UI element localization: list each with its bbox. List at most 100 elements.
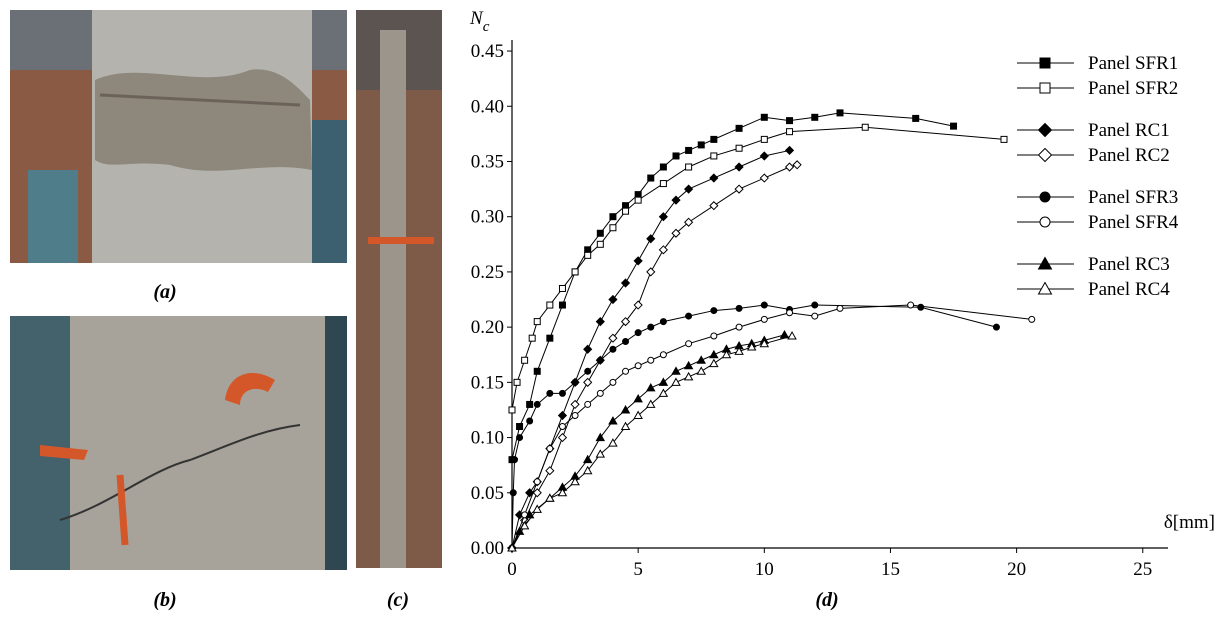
marker: [609, 213, 617, 221]
marker: [570, 476, 580, 486]
legend-label: Panel RC1: [1088, 120, 1170, 141]
marker: [596, 229, 604, 237]
marker: [709, 349, 719, 359]
marker: [646, 234, 656, 244]
marker: [1039, 191, 1051, 203]
marker: [596, 389, 604, 397]
chart: 0.00 0.05 0.10 0.15 0.20 0.25 0.30 0.35 0.40 0.45…: [469, 8, 1215, 580]
marker: [1039, 82, 1051, 94]
caption: (c): [387, 589, 409, 611]
marker: [734, 184, 744, 194]
marker: [508, 406, 516, 414]
marker: [710, 152, 718, 160]
marker: [784, 162, 795, 172]
marker: [697, 141, 705, 149]
photo-b: [10, 316, 347, 570]
legend-label: Panel SFR1: [1088, 53, 1178, 74]
marker: [558, 423, 566, 431]
marker: [735, 144, 743, 152]
marker: [533, 400, 541, 408]
marker: [696, 355, 706, 364]
marker: [582, 465, 593, 475]
marker: [533, 367, 541, 375]
marker: [584, 367, 592, 375]
marker: [634, 362, 642, 370]
y-axis-label: Nc: [469, 8, 490, 35]
marker: [685, 340, 693, 348]
marker: [516, 434, 524, 442]
marker: [786, 309, 794, 317]
marker: [532, 488, 542, 498]
marker: [685, 163, 693, 171]
marker: [596, 356, 604, 364]
marker: [622, 367, 630, 375]
y-tick-label: 0.00: [471, 538, 504, 559]
series-line: [511, 335, 793, 549]
marker: [659, 351, 667, 359]
marker: [622, 337, 630, 345]
marker: [950, 122, 958, 130]
marker: [992, 323, 1000, 331]
x-tick-label: 10: [755, 559, 774, 580]
marker: [571, 268, 579, 276]
marker: [1000, 135, 1008, 143]
marker: [647, 174, 655, 182]
caption: (d): [815, 589, 838, 611]
marker: [647, 323, 655, 331]
marker: [734, 162, 744, 172]
marker: [659, 318, 667, 326]
marker: [735, 304, 743, 312]
photo-a: [10, 10, 347, 263]
marker: [671, 377, 681, 386]
x-axis-label: δ[mm]: [1164, 512, 1215, 533]
marker: [533, 318, 541, 326]
legend-label: Panel SFR2: [1088, 78, 1178, 99]
marker: [526, 417, 534, 425]
marker: [546, 445, 554, 453]
legend-label: Panel SFR3: [1088, 187, 1178, 208]
marker: [583, 377, 593, 387]
marker: [513, 378, 521, 386]
marker: [787, 331, 797, 340]
marker: [671, 195, 681, 205]
marker: [1037, 122, 1053, 138]
marker: [608, 416, 618, 425]
marker: [746, 342, 757, 351]
marker: [584, 251, 592, 259]
marker: [584, 400, 592, 408]
legend-label: Panel RC3: [1088, 254, 1170, 275]
y-tick-label: 0.20: [471, 317, 504, 338]
marker: [557, 487, 568, 497]
marker: [620, 421, 631, 431]
y-tick-label: 0.35: [471, 151, 504, 172]
y-tick-label: 0.05: [471, 483, 504, 504]
marker: [759, 338, 770, 348]
marker: [633, 300, 643, 310]
marker: [620, 405, 631, 414]
marker: [836, 304, 844, 312]
marker: [620, 278, 631, 288]
marker: [721, 349, 732, 359]
marker: [710, 332, 718, 340]
marker: [811, 301, 819, 309]
marker: [709, 173, 719, 183]
marker: [1037, 147, 1053, 163]
y-tick-label: 0.40: [471, 96, 504, 117]
marker: [759, 173, 769, 183]
marker: [545, 466, 555, 476]
marker: [683, 371, 694, 381]
marker: [659, 163, 667, 171]
y-tick-label: 0.45: [471, 41, 504, 62]
marker: [646, 267, 656, 277]
marker: [786, 128, 794, 136]
marker: [760, 315, 768, 323]
marker: [646, 382, 656, 392]
marker: [710, 135, 718, 143]
marker: [1028, 315, 1036, 323]
marker: [658, 388, 669, 397]
marker: [634, 329, 642, 337]
marker: [519, 520, 530, 530]
marker: [511, 456, 519, 464]
marker: [1039, 57, 1051, 69]
marker: [516, 423, 524, 431]
